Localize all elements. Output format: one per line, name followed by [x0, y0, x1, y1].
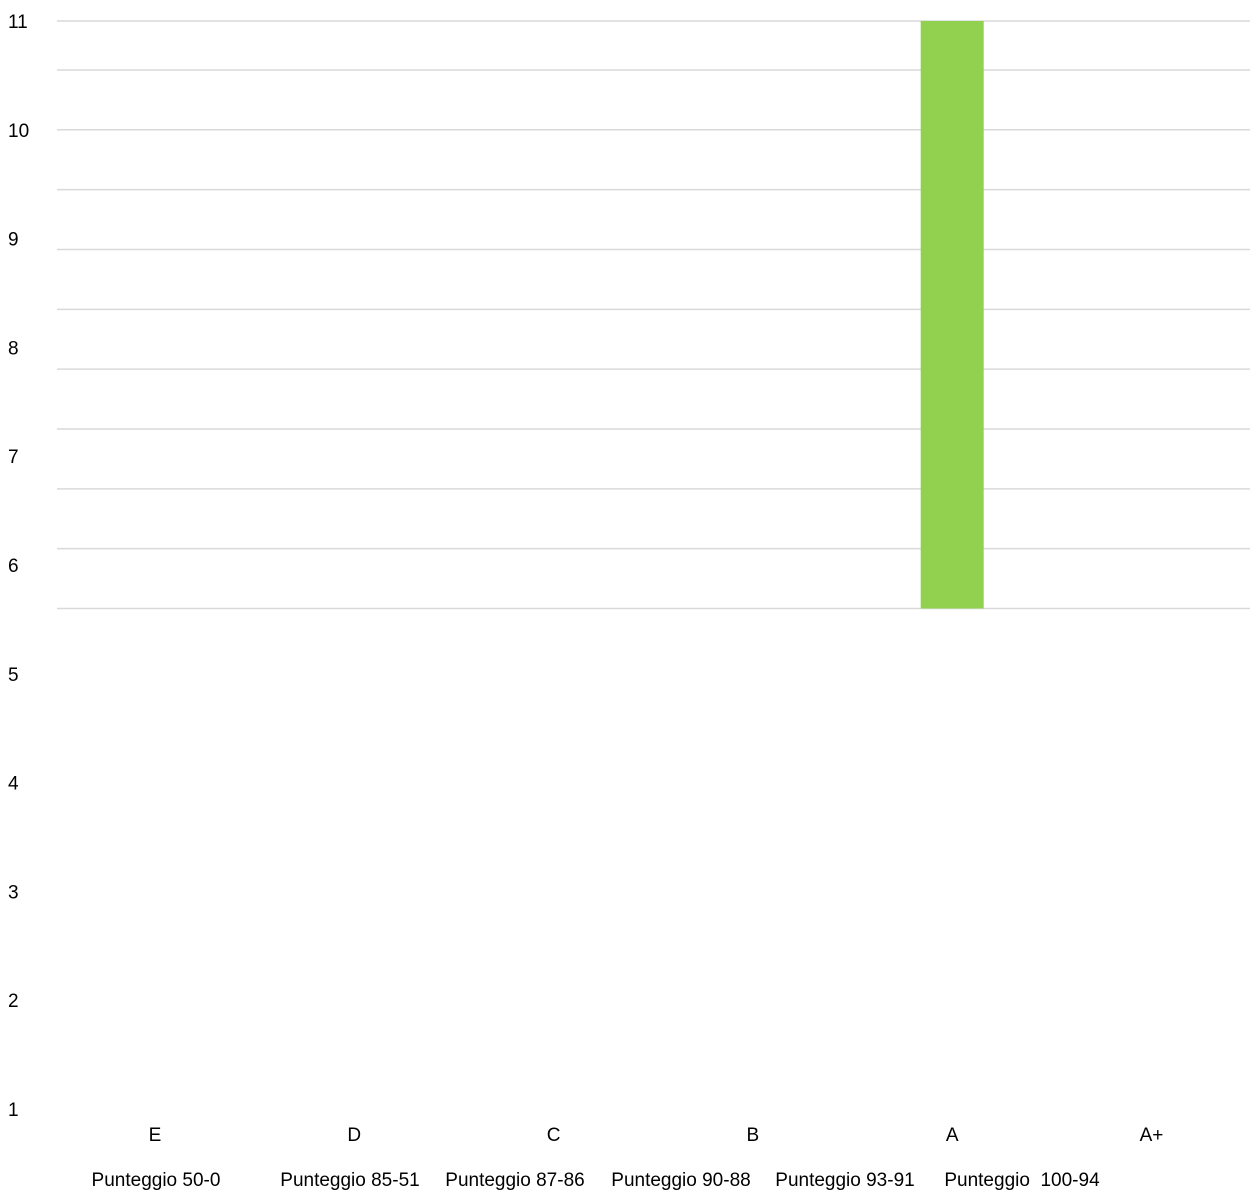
category-label: E: [149, 1125, 162, 1146]
y-tick-label: 6: [8, 556, 19, 577]
y-tick-label: 1: [8, 1100, 19, 1121]
bars: [920, 21, 984, 609]
score-range-label: Punteggio 50-0: [92, 1170, 221, 1191]
y-axis-tick-labels: 1 2 3 4 5 6 7 8 9 10 11: [8, 12, 29, 1121]
y-tick-label: 5: [8, 665, 19, 686]
category-label: C: [547, 1125, 561, 1146]
y-tick-label: 11: [8, 12, 28, 33]
category-label: B: [747, 1125, 760, 1146]
x-axis-category-labels: E D C B A A+: [149, 1125, 1164, 1146]
score-range-label: Punteggio 93-91: [775, 1170, 914, 1191]
y-tick-label: 8: [8, 338, 19, 359]
x-axis-score-labels: Punteggio 50-0 Punteggio 85-51 Punteggio 8…: [92, 1170, 1101, 1191]
bar-a: [920, 21, 984, 609]
score-range-label: Punteggio 90-88: [611, 1170, 750, 1191]
y-tick-label: 9: [8, 230, 19, 251]
y-tick-label: 2: [8, 991, 19, 1012]
score-range-label: Punteggio 85-51: [280, 1170, 419, 1191]
gridlines: [57, 20, 1250, 610]
y-tick-label: 10: [8, 121, 29, 142]
y-tick-label: 4: [8, 774, 19, 795]
category-label: D: [347, 1125, 361, 1146]
category-label: A+: [1140, 1125, 1164, 1146]
score-range-label: Punteggio 100-94: [944, 1170, 1100, 1191]
y-tick-label: 3: [8, 882, 19, 903]
category-label: A: [946, 1125, 959, 1146]
score-range-label: Punteggio 87-86: [445, 1170, 584, 1191]
y-tick-label: 7: [8, 447, 19, 468]
